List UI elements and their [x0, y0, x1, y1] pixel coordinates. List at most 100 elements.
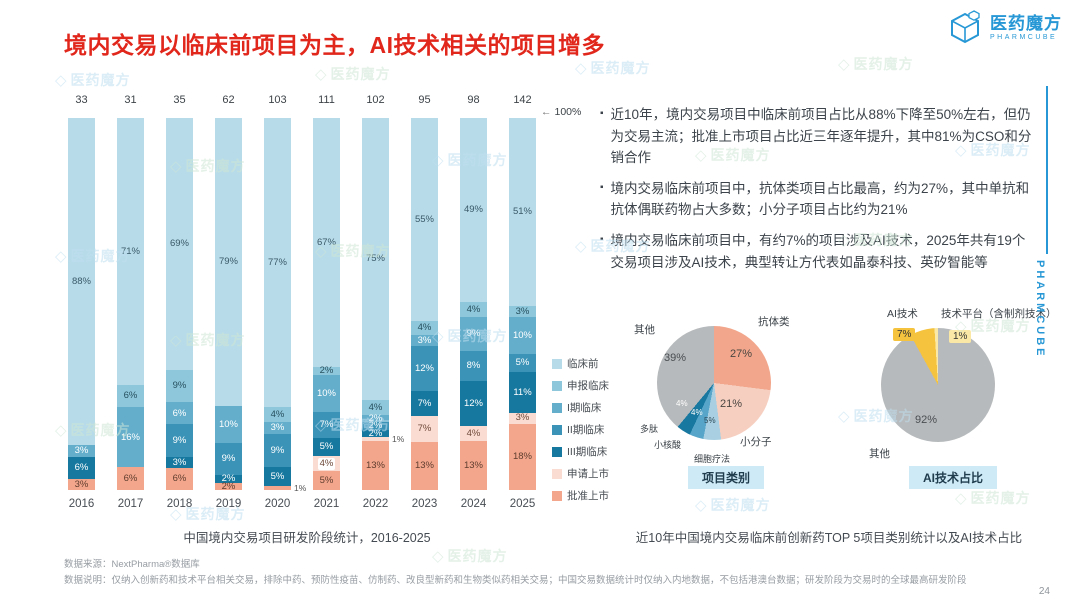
bar-segment: 79% [215, 118, 242, 407]
watermark: ◇ 医药魔方 [315, 66, 391, 83]
bar-segment-label: 2% [368, 420, 383, 432]
bar-segment: 7% [313, 411, 340, 438]
bar-segment-label: 2% [319, 365, 334, 377]
bar-segment-label: 9% [172, 434, 187, 446]
legend-label: I期临床 [567, 402, 602, 414]
pie2-title: AI技术占比 [908, 466, 997, 489]
bar-segment: 77% [264, 118, 291, 408]
bar-segment: 88% [68, 118, 95, 446]
bar-total-label: 33 [75, 94, 88, 106]
bar-segment-label: 10% [218, 418, 238, 430]
bar-segment: 5% [264, 467, 291, 487]
bar-segment-label: 71% [120, 245, 140, 257]
bar-chart-caption: 中国境内交易项目研发阶段统计，2016-2025 [183, 531, 431, 545]
bar-segment-label: 10% [512, 329, 532, 341]
legend-swatch [552, 380, 562, 391]
bar-segment: 5% [313, 471, 340, 490]
brand-logo: 医药魔方 PHARMCUBE [947, 10, 1062, 46]
bar-segment-label: 6% [172, 407, 187, 419]
pie-slice-name: 其他 [634, 324, 655, 336]
bar-segment: 75% [362, 118, 389, 400]
legend-label: 临床前 [567, 358, 599, 370]
stacked-bar-chart: 33 88% 3% 6% 3% 2016 31 71% 6% 16% 6% 2017 35 69% 9% 6%… [57, 90, 557, 530]
bar-segment: 4% [264, 407, 291, 423]
bar-column: 77% 4% 3% 9% 5% [264, 118, 291, 490]
bar-total-label: 95 [418, 94, 431, 106]
bar-year-label: 2016 [68, 498, 95, 510]
hundred-percent-marker: ← 100% [541, 106, 581, 118]
pie-slice-percent: 7% [893, 328, 916, 341]
legend-swatch [552, 424, 562, 435]
page-number: 24 [1038, 586, 1050, 597]
insight-text: 近10年，境内交易项目中临床前项目占比从88%下降至50%左右，但仍为交易主流；… [610, 107, 1032, 166]
bar-segment: 9% [166, 424, 193, 458]
watermark-cube-icon: ◇ [315, 66, 328, 83]
bar-segment: 4% [460, 426, 487, 442]
bar-segment: 12% [460, 380, 487, 427]
watermark-cube-icon: ◇ [55, 72, 68, 89]
pie-chart-ai-share: AI技术 7% 技术平台（含制剂技术） 1% 其他 92% AI技术占比 [833, 298, 1073, 496]
pie-slice-name: 小核酸 [654, 440, 682, 450]
bar-segment: 3% [509, 305, 536, 317]
data-description-note: 数据说明：仅纳入创新药和技术平台相关交易，排除中药、预防性疫苗、仿制药、改良型新… [64, 575, 967, 586]
bar-segment-label: 75% [365, 253, 385, 265]
bullet-marker-icon: ▪ [600, 181, 604, 193]
watermark: ◇ 医药魔方 [55, 72, 131, 89]
legend-label: 申请上市 [567, 468, 609, 480]
pie-slice-name: 多肽 [640, 424, 659, 434]
bar-callout-label: 1% [294, 483, 307, 494]
bar-column: 75% 4% 2% 2% 2% 13% [362, 118, 389, 490]
pie2-circle [881, 328, 995, 442]
bar-total-label: 142 [513, 94, 532, 106]
bar-segment: 55% [411, 118, 438, 321]
chart-legend: 临床前 申报临床 I期临床 II期临床 III期临床 申请上市 批准上市 [552, 356, 609, 510]
bar-segment: 2% [313, 365, 340, 377]
insight-bullet: ▪ 境内交易临床前项目中，有约7%的项目涉及AI技术，2025年共有19个交易项… [600, 230, 1038, 273]
pie1-circle [657, 326, 771, 440]
bar-segment: 6% [117, 384, 144, 408]
insight-text: 境内交易临床前项目中，有约7%的项目涉及AI技术，2025年共有19个交易项目涉… [610, 232, 1026, 270]
watermark: ◇ 医药魔方 [575, 60, 651, 77]
insights-list: ▪ 近10年，境内交易项目中临床前项目占比从88%下降至50%左右，但仍为交易主… [600, 104, 1038, 282]
watermark-cube-icon: ◇ [838, 56, 851, 73]
bar-segment-label: 13% [463, 459, 483, 471]
bar-segment: 9% [264, 433, 291, 468]
bar-segment: 3% [68, 478, 95, 490]
legend-swatch [552, 490, 562, 501]
bar-segment-label: 3% [74, 445, 89, 457]
bar-segment-label: 4% [270, 409, 285, 421]
bar-segment-label: 10% [316, 387, 336, 399]
bar-segment: 2% [215, 474, 242, 483]
pie-slice-percent: 1% [949, 330, 972, 343]
bar-segment: 2% [215, 480, 242, 492]
bar-segment-label: 51% [512, 206, 532, 218]
data-source-note: 数据来源：NextPharma®数据库 [64, 559, 200, 570]
bar-column: 55% 4% 3% 12% 7% 7% 13% [411, 118, 438, 490]
bar-segment: 3% [68, 445, 95, 457]
bar-year-label: 2024 [460, 498, 487, 510]
bar-segment: 51% [509, 118, 536, 306]
bar-segment-label: 9% [270, 444, 285, 456]
bar-segment-label: 3% [515, 412, 530, 424]
bar-segment: 9% [215, 442, 242, 476]
bar-year-label: 2023 [411, 498, 438, 510]
legend-item: III期临床 [552, 444, 609, 459]
legend-label: 批准上市 [567, 490, 609, 502]
bar-segment-label: 4% [417, 322, 432, 334]
bar-segment: 10% [509, 316, 536, 354]
bar-segment: 11% [509, 372, 536, 413]
bar-segment-label: 3% [74, 478, 89, 490]
bar-total-label: 102 [366, 94, 385, 106]
bullet-marker-icon: ▪ [600, 233, 604, 245]
bars-area: 33 88% 3% 6% 3% 2016 31 71% 6% 16% 6% 2017 35 69% 9% 6%… [57, 90, 547, 530]
bar-segment: 2% [362, 429, 389, 438]
bar-segment-label: 3% [172, 456, 187, 468]
bar-segment: 49% [460, 118, 487, 303]
insight-bullet: ▪ 近10年，境内交易项目中临床前项目占比从88%下降至50%左右，但仍为交易主… [600, 104, 1038, 169]
bar-segment: 2% [362, 414, 389, 423]
legend-swatch [552, 402, 562, 413]
bar-segment-label: 2% [221, 480, 236, 492]
bar-total-label: 111 [318, 94, 335, 106]
pie-slice-percent: 21% [720, 398, 743, 410]
bar-total-label: 35 [173, 94, 186, 106]
